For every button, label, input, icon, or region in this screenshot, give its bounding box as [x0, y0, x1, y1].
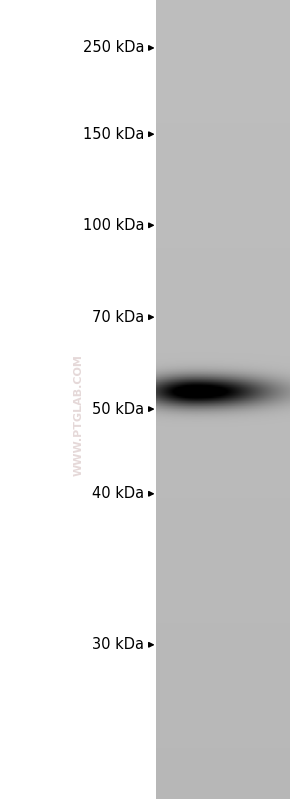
- Text: 150 kDa: 150 kDa: [83, 127, 144, 141]
- Text: 70 kDa: 70 kDa: [92, 310, 144, 324]
- Text: 40 kDa: 40 kDa: [92, 487, 144, 501]
- Text: 100 kDa: 100 kDa: [83, 218, 144, 233]
- Text: WWW.PTGLAB.COM: WWW.PTGLAB.COM: [73, 355, 83, 476]
- Text: 30 kDa: 30 kDa: [93, 638, 144, 652]
- Text: 250 kDa: 250 kDa: [83, 41, 144, 55]
- Text: 50 kDa: 50 kDa: [92, 402, 144, 416]
